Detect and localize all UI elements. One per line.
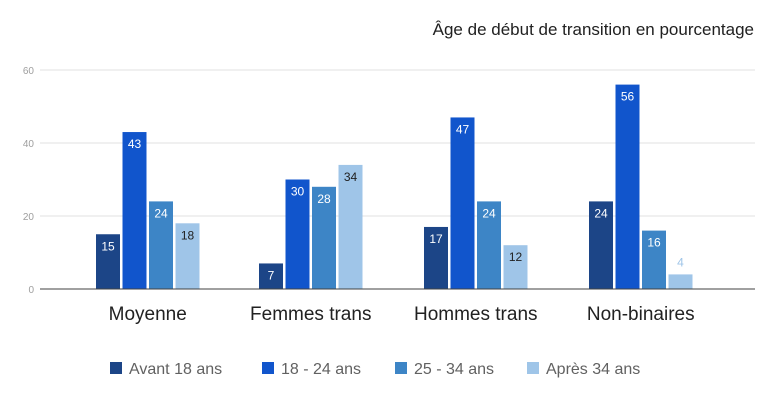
bar: [149, 201, 173, 289]
chart-title: Âge de début de transition en pourcentag…: [432, 20, 754, 39]
bar: [96, 234, 120, 289]
legend-swatch: [395, 362, 407, 374]
data-label: 43: [128, 137, 142, 151]
data-label: 7: [268, 268, 275, 282]
x-category-label: Non-binaires: [587, 304, 695, 325]
data-label: 16: [647, 236, 661, 250]
data-label: 24: [594, 206, 608, 220]
bar: [615, 84, 640, 289]
legend-swatch: [110, 362, 122, 374]
legend-label: Avant 18 ans: [129, 361, 222, 378]
data-label: 17: [429, 232, 443, 246]
bar: [668, 274, 693, 289]
y-tick-label: 20: [23, 212, 35, 223]
y-tick-label: 0: [28, 285, 34, 296]
data-label: 30: [291, 185, 305, 199]
y-tick-label: 60: [23, 66, 35, 77]
legend-label: 18 - 24 ans: [281, 361, 361, 378]
legend-label: Après 34 ans: [546, 361, 640, 378]
x-category-label: Hommes trans: [414, 304, 538, 325]
legend-label: 25 - 34 ans: [414, 361, 494, 378]
bar: [503, 245, 528, 289]
data-label: 12: [509, 250, 523, 264]
legend-swatch: [527, 362, 539, 374]
data-label: 18: [181, 228, 195, 242]
data-label: 24: [482, 206, 496, 220]
data-label: 34: [344, 170, 358, 184]
legend-swatch: [262, 362, 274, 374]
x-category-label: Femmes trans: [250, 304, 371, 325]
bar: [450, 117, 475, 289]
data-label: 4: [677, 255, 684, 269]
x-category-label: Moyenne: [109, 304, 187, 325]
bar: [477, 201, 501, 289]
bar: [589, 201, 613, 289]
data-label: 47: [456, 122, 470, 136]
bar: [175, 223, 200, 289]
bar: [338, 164, 363, 289]
data-label: 56: [621, 90, 635, 104]
bar: [122, 132, 147, 289]
bar: [312, 186, 336, 289]
bar: [424, 226, 448, 289]
data-label: 28: [317, 192, 331, 206]
data-label: 15: [101, 239, 115, 253]
bar: [642, 230, 666, 289]
data-label: 24: [154, 206, 168, 220]
bar: [259, 263, 283, 289]
bar: [285, 179, 310, 289]
y-tick-label: 40: [23, 139, 35, 150]
